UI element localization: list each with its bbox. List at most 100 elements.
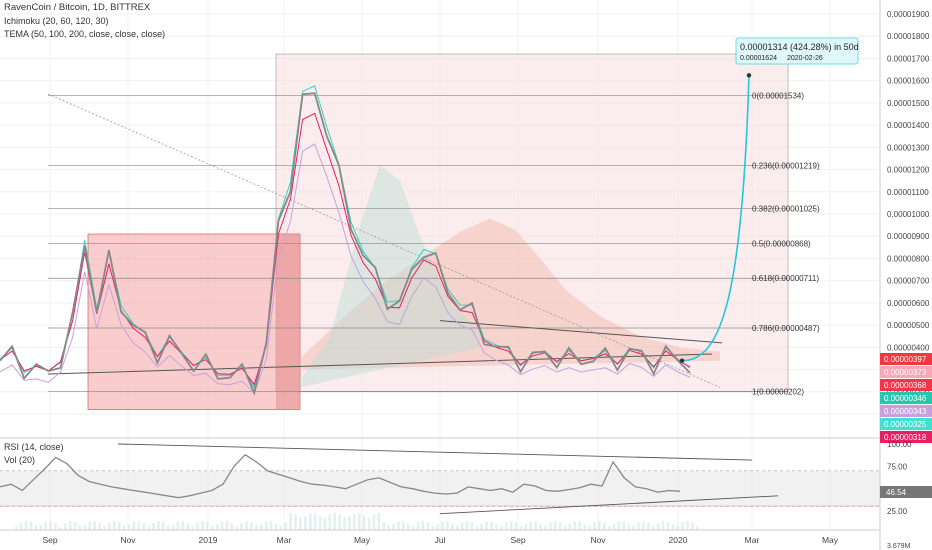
projection-curve bbox=[681, 75, 750, 362]
ichimoku-cloud bbox=[300, 165, 720, 388]
volume-bar bbox=[460, 522, 464, 530]
volume-bar bbox=[117, 521, 121, 530]
volume-bar bbox=[294, 514, 297, 530]
volume-bar bbox=[563, 526, 567, 530]
volume-bar bbox=[681, 522, 684, 530]
price-badge-label: 0.00000373 bbox=[884, 368, 927, 377]
volume-bar bbox=[353, 513, 356, 530]
volume-bar bbox=[318, 515, 322, 530]
volume-bar bbox=[108, 522, 111, 530]
range-box bbox=[87, 233, 301, 410]
series-lines bbox=[0, 85, 691, 396]
volume-bar bbox=[676, 525, 679, 530]
fib-label: 0.618(0.00000711) bbox=[752, 274, 819, 283]
rsi-lower-trend bbox=[439, 495, 779, 515]
volume-bar bbox=[358, 513, 361, 530]
volume-bar bbox=[338, 514, 341, 530]
volume-bar bbox=[451, 523, 454, 530]
volume-bar bbox=[299, 517, 302, 530]
y-tick-label: 0.00001300 bbox=[887, 143, 930, 152]
volume-bar bbox=[255, 525, 258, 530]
volume-bar bbox=[495, 524, 498, 530]
x-tick-label: Mar bbox=[745, 535, 760, 545]
volume-bar bbox=[382, 522, 385, 530]
price-badge bbox=[880, 353, 932, 365]
volume-bar bbox=[49, 521, 52, 530]
volume-bar bbox=[416, 522, 420, 530]
volume-bar bbox=[201, 521, 204, 530]
price-badge bbox=[880, 379, 932, 391]
x-tick-label: Nov bbox=[120, 535, 136, 545]
volume-bar bbox=[519, 526, 523, 530]
price-badge bbox=[880, 405, 932, 417]
support-line bbox=[47, 353, 713, 375]
volume-bar bbox=[612, 523, 616, 530]
volume-bar bbox=[279, 526, 283, 530]
fib-label: 0.786(0.00000487) bbox=[752, 324, 820, 333]
volume-bar bbox=[284, 522, 287, 530]
volume-bar bbox=[573, 521, 577, 530]
volume-bar bbox=[245, 521, 248, 530]
volume-bar bbox=[142, 523, 145, 530]
fib-label: 0.382(0.00001025) bbox=[752, 204, 820, 213]
price-badge-label: 0.00000397 bbox=[884, 355, 927, 364]
volume-bar bbox=[220, 521, 224, 530]
volume-bar bbox=[323, 518, 327, 530]
volume-bar bbox=[274, 523, 278, 530]
volume-bar bbox=[34, 524, 38, 530]
volume-bar bbox=[392, 524, 395, 530]
volume-bar bbox=[607, 526, 611, 530]
volume-bar bbox=[44, 521, 47, 530]
volume-bar bbox=[39, 524, 42, 530]
fib-label: 0.5(0.00000868) bbox=[752, 239, 811, 248]
rsi-current-label: 46.54 bbox=[886, 488, 907, 497]
volume-bar bbox=[627, 524, 630, 530]
trend-lines bbox=[47, 93, 723, 388]
fib-label: 0(0.00001534) bbox=[752, 91, 804, 100]
range-box-overlap bbox=[276, 234, 300, 410]
volume-bar bbox=[54, 523, 57, 530]
fib-label: 0.236(0.00001219) bbox=[752, 161, 820, 170]
volume-bar bbox=[475, 525, 479, 530]
volume-bar bbox=[78, 525, 82, 530]
volume-bar bbox=[632, 525, 635, 530]
volume-bar bbox=[113, 521, 116, 530]
volume-bar bbox=[98, 523, 101, 530]
volume-bar bbox=[343, 517, 346, 530]
volume-bar bbox=[529, 521, 532, 530]
projection-date: 2020-02-26 bbox=[787, 55, 823, 62]
volume-bar bbox=[436, 524, 439, 530]
volume-bar bbox=[68, 521, 72, 530]
volume-bar bbox=[24, 521, 28, 530]
volume-bar bbox=[122, 525, 126, 530]
volume-bar bbox=[264, 521, 268, 530]
volume-bar bbox=[578, 521, 581, 530]
volume-bar bbox=[235, 526, 238, 530]
volume-bar bbox=[691, 522, 694, 530]
volume-bar bbox=[686, 521, 689, 530]
projection-label-box bbox=[735, 37, 859, 65]
volume-bar bbox=[304, 516, 307, 530]
volume-bar bbox=[622, 521, 626, 530]
volume-bar bbox=[603, 522, 606, 530]
volume-bar bbox=[558, 522, 562, 530]
volume-bar bbox=[696, 526, 699, 530]
y-tick-label: 0.00000900 bbox=[887, 232, 930, 241]
volume-bar bbox=[152, 522, 155, 530]
volume-bar bbox=[372, 514, 376, 530]
volume-bar bbox=[568, 523, 572, 530]
price-badge bbox=[880, 431, 932, 443]
volume-bar bbox=[206, 522, 209, 530]
volume-bar bbox=[514, 522, 518, 530]
volume-bar bbox=[544, 525, 547, 530]
x-tick-label: 2019 bbox=[199, 535, 218, 545]
y-tick-label: 0.00001900 bbox=[887, 10, 930, 19]
volume-bar bbox=[647, 522, 650, 530]
axes: 0.000001000.000002000.000003000.00000400… bbox=[42, 0, 932, 550]
volume-bar bbox=[500, 525, 503, 530]
price-badge-label: 0.00000325 bbox=[884, 420, 927, 429]
volume-bar bbox=[456, 525, 459, 530]
x-tick-label: Jul bbox=[435, 535, 446, 545]
volume-bar bbox=[534, 521, 537, 530]
volume-bar bbox=[29, 521, 33, 530]
